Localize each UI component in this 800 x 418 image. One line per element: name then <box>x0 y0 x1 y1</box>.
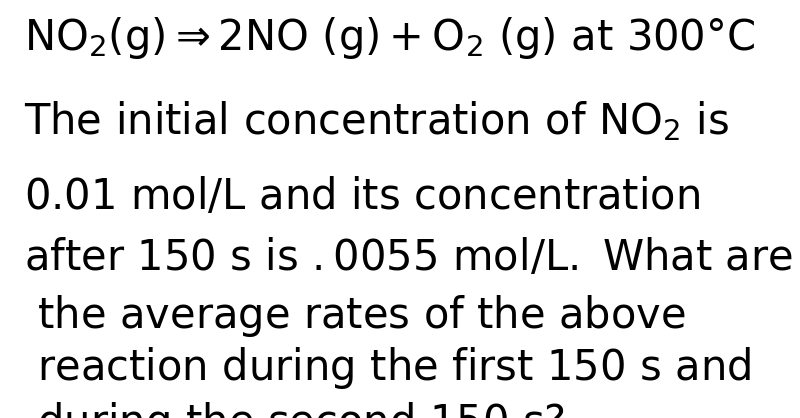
Text: $\mathrm{after\ 150\ s\ is\ .0055\ mol/L.\ What\ are}$: $\mathrm{after\ 150\ s\ is\ .0055\ mol/L… <box>24 237 793 279</box>
Text: $\mathrm{NO_2(g) \Rightarrow 2NO\ (g)+O_2\ (g)\ at\ 300°C}$: $\mathrm{NO_2(g) \Rightarrow 2NO\ (g)+O_… <box>24 15 755 61</box>
Text: $\mathrm{The\ initial\ concentration\ of\ NO_2\ is}$: $\mathrm{The\ initial\ concentration\ of… <box>24 99 730 143</box>
Text: $\mathrm{\ the\ average\ rates\ of\ the\ above}$: $\mathrm{\ the\ average\ rates\ of\ the\… <box>24 293 686 339</box>
Text: $\mathrm{0.01\ mol/L\ and\ its\ concentration}$: $\mathrm{0.01\ mol/L\ and\ its\ concentr… <box>24 176 700 218</box>
Text: $\mathrm{\ during\ the\ second\ 150\ s?}$: $\mathrm{\ during\ the\ second\ 150\ s?}… <box>24 400 565 418</box>
Text: $\mathrm{\ reaction\ during\ the\ first\ 150\ s\ and}$: $\mathrm{\ reaction\ during\ the\ first\… <box>24 345 751 391</box>
